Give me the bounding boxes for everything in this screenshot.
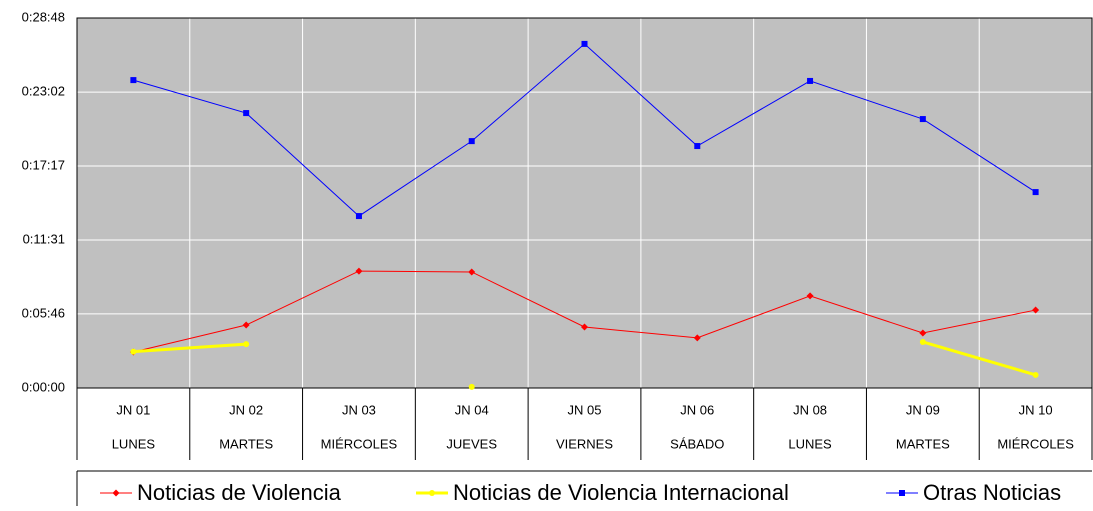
x-tick-sublabel: VIERNES [556, 436, 613, 451]
data-point [355, 267, 363, 275]
y-tick-label: 0:28:48 [22, 9, 65, 24]
x-tick-sublabel: SÁBADO [670, 436, 724, 451]
y-tick-label: 0:05:46 [22, 305, 65, 320]
data-point [130, 348, 137, 355]
x-tick-label: JN 01 [116, 402, 150, 417]
x-tick-sublabel: MARTES [219, 436, 273, 451]
data-point [693, 334, 701, 342]
plot-border [76, 17, 1093, 389]
x-tick-sublabel: LUNES [788, 436, 832, 451]
data-point [468, 138, 475, 145]
data-point [919, 338, 926, 345]
data-point [468, 268, 476, 276]
x-tick-label: JN 10 [1019, 402, 1053, 417]
y-tick-label: 0:17:17 [22, 157, 65, 172]
x-tick-sublabel: MIÉRCOLES [997, 436, 1074, 451]
x-tick-sublabel: JUEVES [446, 436, 497, 451]
data-point [468, 383, 475, 390]
data-point [243, 341, 250, 348]
legend-label: Noticias de Violencia [137, 480, 342, 505]
x-tick-label: JN 05 [568, 402, 602, 417]
data-point [806, 292, 814, 300]
legend-marker [112, 489, 120, 497]
data-point [1032, 371, 1039, 378]
x-tick-label: JN 02 [229, 402, 263, 417]
x-tick-label: JN 04 [455, 402, 489, 417]
data-point [1032, 306, 1040, 314]
data-point [807, 77, 814, 84]
x-tick-label: JN 06 [680, 402, 714, 417]
y-tick-label: 0:00:00 [22, 379, 65, 394]
data-point [1032, 189, 1039, 196]
y-tick-label: 0:23:02 [22, 84, 65, 99]
data-point [581, 323, 588, 331]
legend-marker [429, 490, 435, 496]
y-tick-label: 0:11:31 [23, 231, 65, 246]
x-tick-label: JN 03 [342, 402, 376, 417]
x-tick-label: JN 09 [906, 402, 940, 417]
legend-marker [899, 490, 905, 496]
x-tick-sublabel: MARTES [896, 436, 950, 451]
data-point [581, 40, 588, 47]
data-point [919, 329, 927, 337]
legend-label: Otras Noticias [923, 480, 1061, 505]
series-line [133, 340, 1037, 377]
data-point [694, 143, 701, 150]
data-point [243, 110, 250, 117]
x-tick-sublabel: MIÉRCOLES [321, 436, 398, 451]
x-tick-label: JN 08 [793, 402, 827, 417]
x-tick-sublabel: LUNES [112, 436, 156, 451]
data-point [919, 116, 926, 123]
plot-area [76, 17, 1093, 389]
data-point [242, 321, 250, 329]
data-point [355, 213, 362, 220]
data-point [130, 77, 137, 84]
legend-label: Noticias de Violencia Internacional [453, 480, 789, 505]
